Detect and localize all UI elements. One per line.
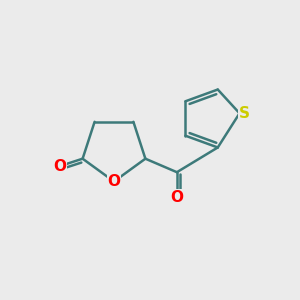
Text: O: O <box>170 190 183 205</box>
Text: S: S <box>238 106 250 121</box>
Text: O: O <box>107 174 121 189</box>
Text: O: O <box>53 159 66 174</box>
